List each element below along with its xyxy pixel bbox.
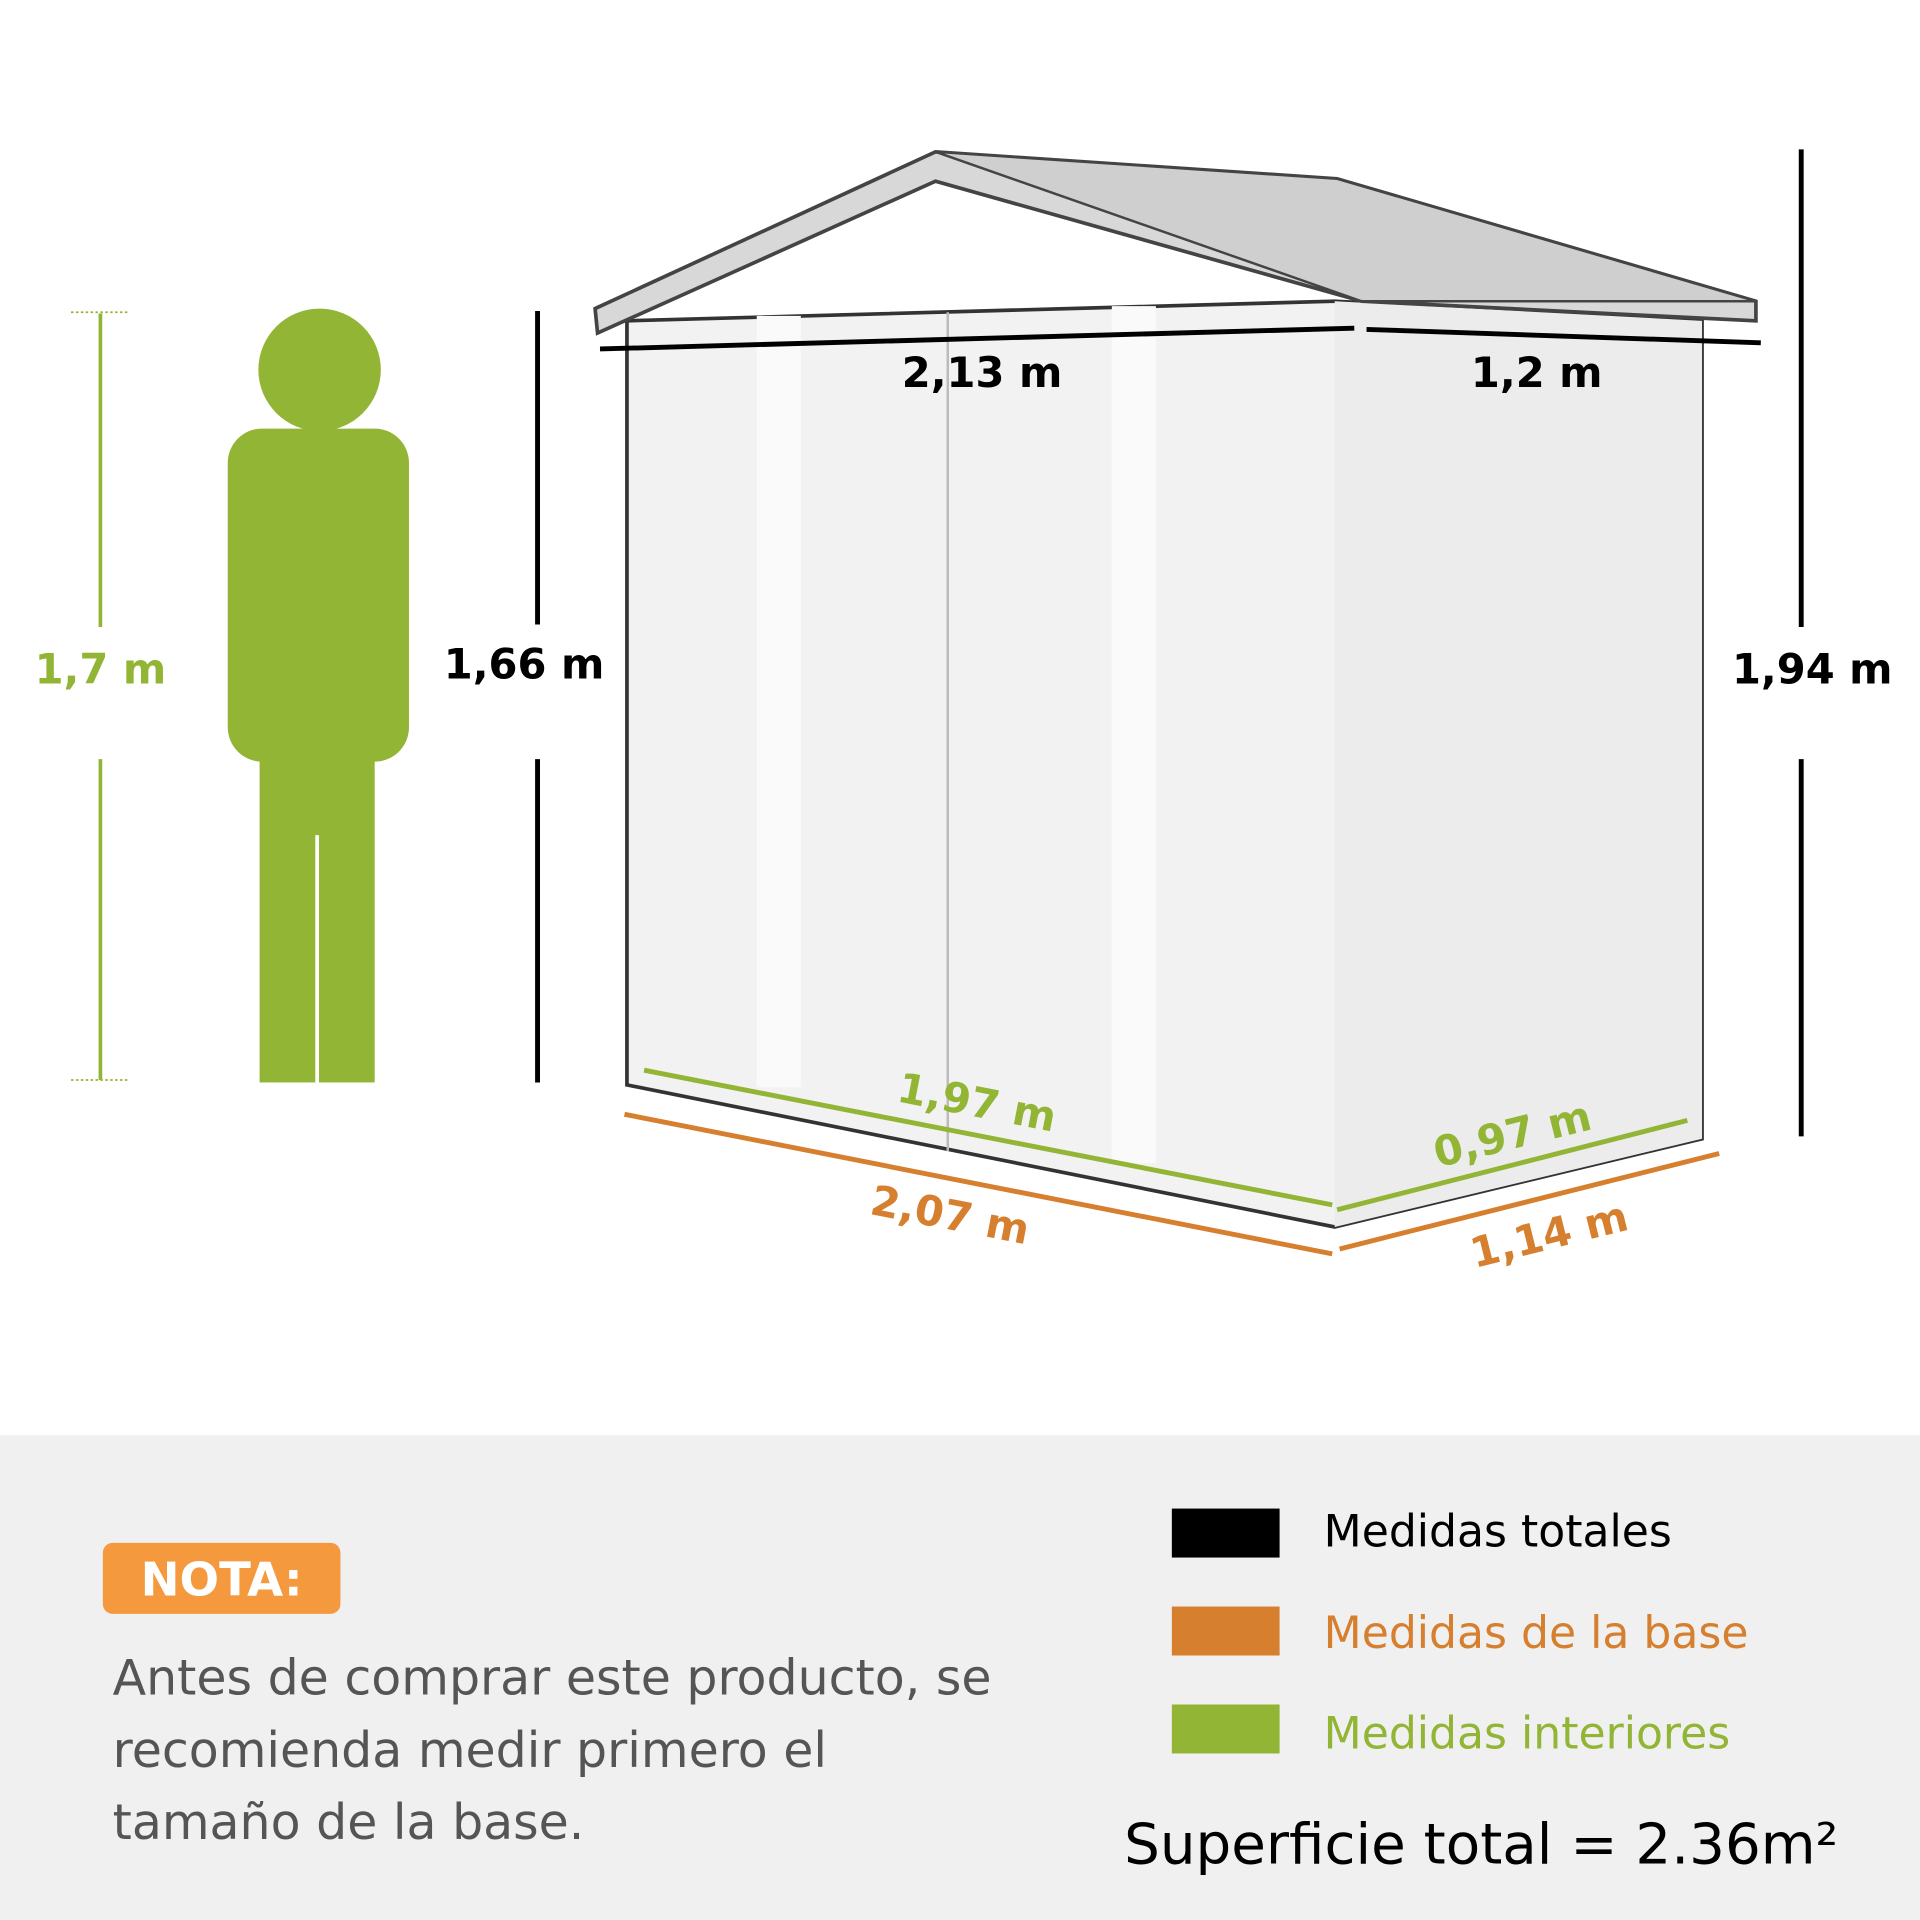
base-depth-label: 1,14 m <box>1465 1191 1633 1277</box>
roof-width-line <box>599 325 1355 352</box>
base-width-label: 2,07 m <box>867 1176 1034 1255</box>
roof-depth-line <box>1366 326 1761 346</box>
legend-swatch-interior <box>1171 1704 1280 1754</box>
base-width-line <box>624 1111 1333 1257</box>
interior-depth-line <box>1336 1118 1688 1213</box>
total-height-label: 1,94 m <box>1732 644 1893 693</box>
total-surface: Superficie total = 2.36m² <box>1124 1813 1838 1878</box>
roof-depth-label: 1,2 m <box>1471 348 1603 397</box>
legend-label-base: Medidas de la base <box>1324 1608 1749 1659</box>
base-depth-line <box>1338 1151 1720 1252</box>
info-panel <box>0 1435 1920 1920</box>
person-height-line <box>71 311 130 1081</box>
legend-swatch-base <box>1171 1606 1280 1656</box>
legend-swatch-total <box>1171 1508 1280 1558</box>
note-line-1: Antes de comprar este producto, se <box>113 1650 992 1707</box>
nota-badge-text: NOTA: <box>141 1553 303 1607</box>
interior-width-line <box>643 1067 1333 1208</box>
note-line-3: tamaño de la base. <box>113 1794 585 1851</box>
legend-label-interior: Medidas interiores <box>1324 1709 1731 1760</box>
person-height-label: 1,7 m <box>35 644 167 693</box>
legend-label-total: Medidas totales <box>1324 1507 1672 1558</box>
shed <box>593 149 1758 1229</box>
person-silhouette <box>227 308 409 1083</box>
note-line-2: recomienda medir primero el <box>113 1722 827 1779</box>
wall-height-label: 1,66 m <box>444 639 605 688</box>
roof-width-label: 2,13 m <box>902 348 1063 397</box>
nota-badge <box>102 1542 341 1614</box>
